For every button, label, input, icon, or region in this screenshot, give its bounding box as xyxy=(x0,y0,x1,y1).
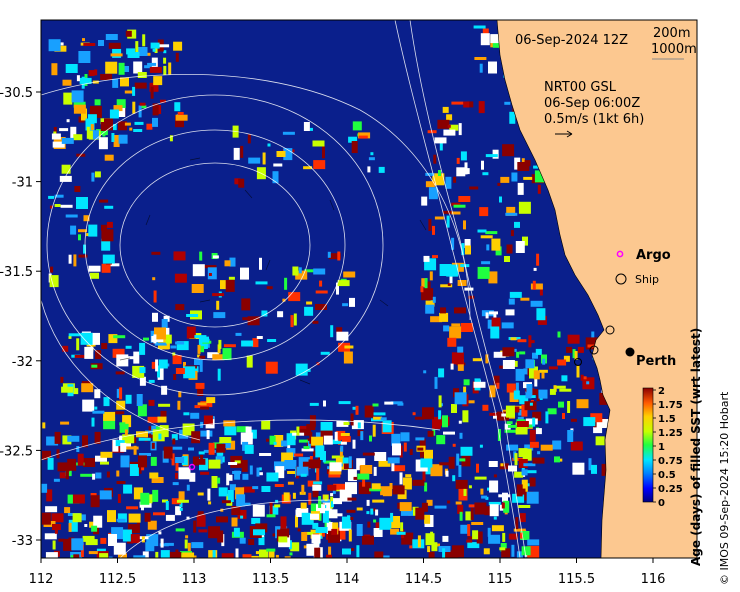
x-axis: 112 112.5 113 113.5 114 114.5 115 115.5 116 xyxy=(29,558,666,587)
y-tick-label: -31.5 xyxy=(0,265,33,280)
current-time: 06-Sep 06:00Z xyxy=(544,96,640,111)
argo-float-marker xyxy=(188,463,196,471)
x-tick-label: 114.5 xyxy=(405,572,442,587)
y-tick-label: -31 xyxy=(12,176,33,191)
colorbar xyxy=(642,387,654,503)
contour-label-200m: 200m xyxy=(653,26,690,41)
colorbar-tick-label: 0 xyxy=(658,498,665,509)
scale-arrow-icon xyxy=(555,130,573,138)
y-tick-label: -32 xyxy=(12,355,33,370)
x-tick-label: 113.5 xyxy=(252,572,289,587)
ship-legend-label: Ship xyxy=(635,273,659,286)
y-axis: -30.5 -31 -31.5 -32 -32.5 -33 xyxy=(0,86,41,549)
argo-marker-icon xyxy=(616,250,624,258)
x-tick-label: 116 xyxy=(641,572,666,587)
x-tick-label: 112.5 xyxy=(99,572,136,587)
x-tick-label: 115 xyxy=(488,572,513,587)
x-tick-label: 114 xyxy=(335,572,360,587)
perth-marker-icon xyxy=(625,347,635,357)
colorbar-title: Age (days) of filled SST (wrt latest) xyxy=(689,328,703,566)
colorbar-ticks: 2 1.75 1.5 1.25 1 0.75 0.5 0.25 0 xyxy=(653,386,683,509)
colorbar-tick-label: 1.25 xyxy=(658,428,683,439)
y-tick-label: -30.5 xyxy=(0,86,33,101)
ship-marker-2 xyxy=(589,345,599,355)
colorbar-tick-label: 0.5 xyxy=(658,470,676,481)
colorbar-tick-label: 1.5 xyxy=(658,414,676,425)
x-tick-label: 113 xyxy=(182,572,207,587)
x-tick-label: 112 xyxy=(29,572,54,587)
colorbar-tick-label: 1.75 xyxy=(658,400,683,411)
map-frame xyxy=(40,19,698,559)
colorbar-tick-label: 0.75 xyxy=(658,456,683,467)
x-tick-label: 115.5 xyxy=(558,572,595,587)
argo-legend-label: Argo xyxy=(636,248,671,263)
colorbar-tick-label: 1 xyxy=(658,442,665,453)
sst-age-patches xyxy=(41,23,620,558)
ship-marker-1 xyxy=(605,325,615,335)
colorbar-tick-label: 0.25 xyxy=(658,484,683,495)
y-tick-label: -32.5 xyxy=(0,444,33,459)
current-source: NRT00 GSL xyxy=(544,80,617,95)
colorbar-tick-label: 2 xyxy=(658,386,665,397)
date-title: 06-Sep-2024 12Z xyxy=(515,33,628,48)
credit-text: © IMOS 09-Sep-2024 15:20 Hobart xyxy=(718,391,731,585)
perth-label: Perth xyxy=(636,354,676,369)
current-scale: 0.5m/s (1kt 6h) xyxy=(544,112,644,127)
ship-marker-icon xyxy=(615,273,627,285)
contour-label-1000m: 1000m xyxy=(651,42,697,57)
ship-marker-3 xyxy=(574,358,582,366)
current-vectors xyxy=(119,157,427,385)
y-tick-label: -33 xyxy=(12,534,33,549)
bathymetry-contours xyxy=(41,20,527,558)
